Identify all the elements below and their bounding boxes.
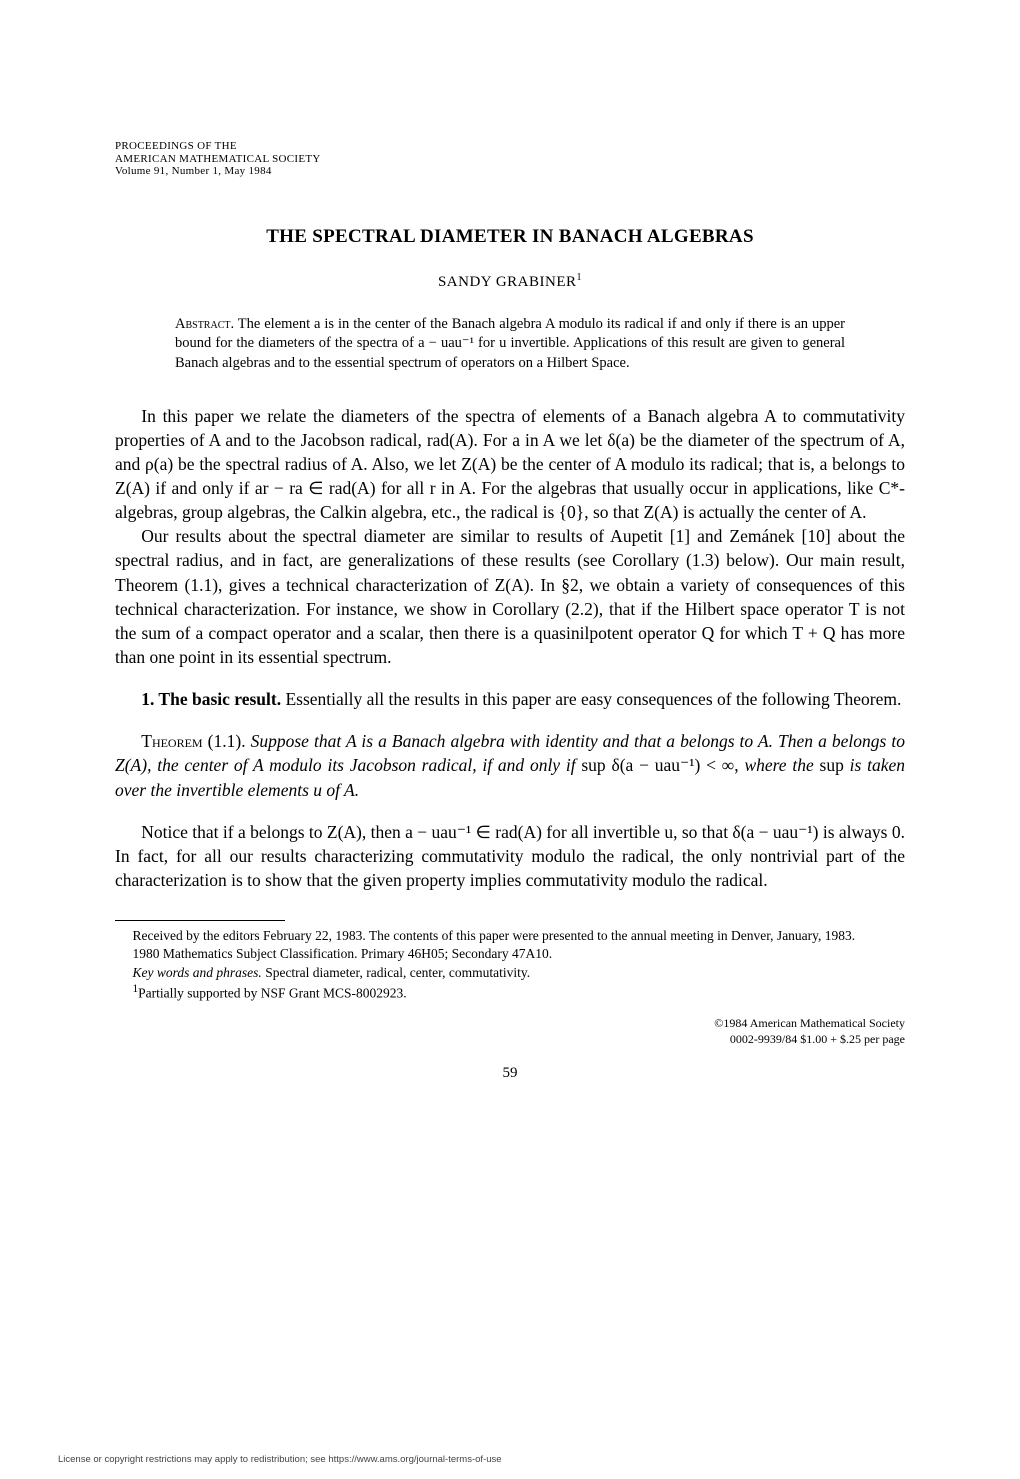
- keywords-text: Spectral diameter, radical, center, comm…: [262, 965, 530, 980]
- body-paragraph: In this paper we relate the diameters of…: [115, 404, 905, 525]
- copyright-line: 0002-9939/84 $1.00 + $.25 per page: [115, 1031, 905, 1047]
- copyright: ©1984 American Mathematical Society 0002…: [115, 1015, 905, 1047]
- body-paragraph: Notice that if a belongs to Z(A), then a…: [115, 820, 905, 892]
- abstract: Abstract. The element a is in the center…: [175, 315, 845, 374]
- footnote-keywords: Key words and phrases. Spectral diameter…: [115, 964, 905, 982]
- page-number: 59: [115, 1065, 905, 1082]
- paper-page: PROCEEDINGS OF THE AMERICAN MATHEMATICAL…: [0, 0, 1020, 1142]
- footnote-classification: 1980 Mathematics Subject Classification.…: [115, 945, 905, 963]
- theorem-sup: sup: [820, 755, 844, 775]
- author-footnote-marker: 1: [577, 272, 583, 283]
- abstract-text: The element a is in the center of the Ba…: [175, 316, 845, 371]
- theorem-tail: where the: [739, 755, 820, 775]
- author-name: SANDY GRABINER: [438, 274, 577, 290]
- section-text: Essentially all the results in this pape…: [281, 689, 901, 709]
- paper-author: SANDY GRABINER1: [115, 272, 905, 291]
- theorem: Theorem (1.1). Suppose that A is a Banac…: [115, 729, 905, 801]
- theorem-number: (1.1).: [203, 731, 251, 751]
- footnote-received: Received by the editors February 22, 198…: [115, 927, 905, 945]
- journal-header: PROCEEDINGS OF THE AMERICAN MATHEMATICAL…: [115, 140, 905, 178]
- abstract-label: Abstract.: [175, 316, 234, 332]
- journal-line: PROCEEDINGS OF THE: [115, 140, 905, 153]
- copyright-line: ©1984 American Mathematical Society: [115, 1015, 905, 1031]
- section-intro: 1. The basic result. Essentially all the…: [115, 687, 905, 711]
- support-text: Partially supported by NSF Grant MCS-800…: [138, 985, 407, 1000]
- journal-line: AMERICAN MATHEMATICAL SOCIETY: [115, 153, 905, 166]
- keywords-label: Key words and phrases.: [133, 965, 262, 980]
- footnote-support: 1Partially supported by NSF Grant MCS-80…: [115, 982, 905, 1003]
- journal-line: Volume 91, Number 1, May 1984: [115, 165, 905, 178]
- classification-label: 1980 Mathematics Subject Classification.: [133, 946, 358, 961]
- theorem-formula: sup δ(a − uau⁻¹) < ∞,: [581, 755, 738, 775]
- theorem-label: Theorem: [141, 731, 202, 751]
- section-heading: 1. The basic result.: [141, 689, 281, 709]
- license-notice: License or copyright restrictions may ap…: [58, 1454, 502, 1465]
- footnotes: Received by the editors February 22, 198…: [115, 927, 905, 1002]
- footnote-rule: [115, 920, 285, 921]
- paper-title: THE SPECTRAL DIAMETER IN BANACH ALGEBRAS: [115, 226, 905, 248]
- body-paragraph: Our results about the spectral diameter …: [115, 524, 905, 669]
- classification-text: Primary 46H05; Secondary 47A10.: [358, 946, 553, 961]
